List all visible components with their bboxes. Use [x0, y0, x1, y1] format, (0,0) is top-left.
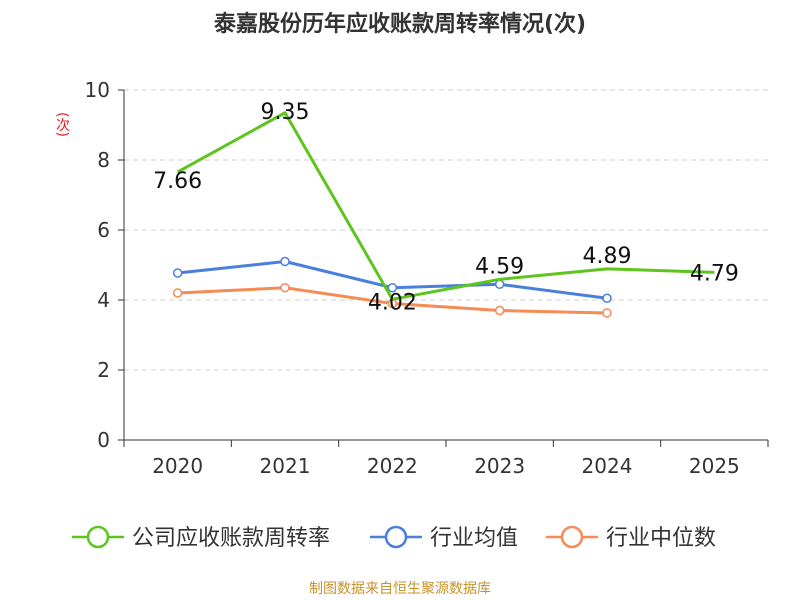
y-axis-label: (次)	[54, 112, 70, 137]
x-tick-label: 2021	[260, 454, 311, 478]
chart-title: 泰嘉股份历年应收账款周转率情况(次)	[213, 12, 587, 37]
x-tick-label: 2023	[474, 454, 525, 478]
legend-marker	[560, 525, 584, 549]
data-label: 4.79	[690, 261, 739, 286]
data-point	[172, 288, 183, 298]
grid-lines	[124, 89, 768, 371]
data-label: 4.89	[583, 244, 632, 269]
y-tick-label: 0	[97, 428, 110, 452]
legend-marker	[86, 525, 110, 549]
y-tick-label: 4	[97, 288, 110, 312]
legend-label: 行业中位数	[606, 526, 716, 551]
x-tick-label: 2020	[152, 454, 203, 478]
x-tick-label: 2024	[582, 454, 633, 478]
y-tick-label: 6	[97, 218, 110, 242]
data-label: 7.66	[153, 169, 202, 194]
legend: 公司应收账款周转率 行业均值 行业中位数	[72, 525, 716, 551]
data-labels: 7.66 9.35 4.02 4.59 4.89 4.79	[153, 100, 739, 316]
axes: 0 2 4 6 8 10 2020 2021 2022 2023 2024 2025	[85, 78, 769, 478]
data-point	[494, 279, 505, 289]
legend-marker	[384, 525, 408, 549]
data-point	[494, 305, 505, 316]
x-tick-label: 2025	[689, 454, 740, 478]
data-point	[280, 256, 290, 267]
y-tick-label: 8	[97, 148, 110, 172]
data-point	[602, 308, 612, 318]
data-point	[280, 283, 290, 293]
data-label: 4.59	[475, 254, 524, 279]
data-point	[602, 293, 612, 303]
source-footer: 制图数据来自恒生聚源数据库	[309, 581, 491, 597]
legend-label: 行业均值	[430, 526, 518, 551]
legend-label: 公司应收账款周转率	[132, 526, 330, 551]
data-label: 9.35	[261, 100, 310, 125]
y-tick-label: 2	[97, 358, 110, 382]
y-tick-label: 10	[85, 78, 110, 102]
data-label: 4.02	[368, 290, 417, 315]
x-tick-label: 2022	[367, 454, 418, 478]
series-line	[176, 111, 715, 301]
data-point	[172, 268, 183, 278]
data-point	[387, 283, 398, 293]
series-lines	[172, 111, 715, 318]
